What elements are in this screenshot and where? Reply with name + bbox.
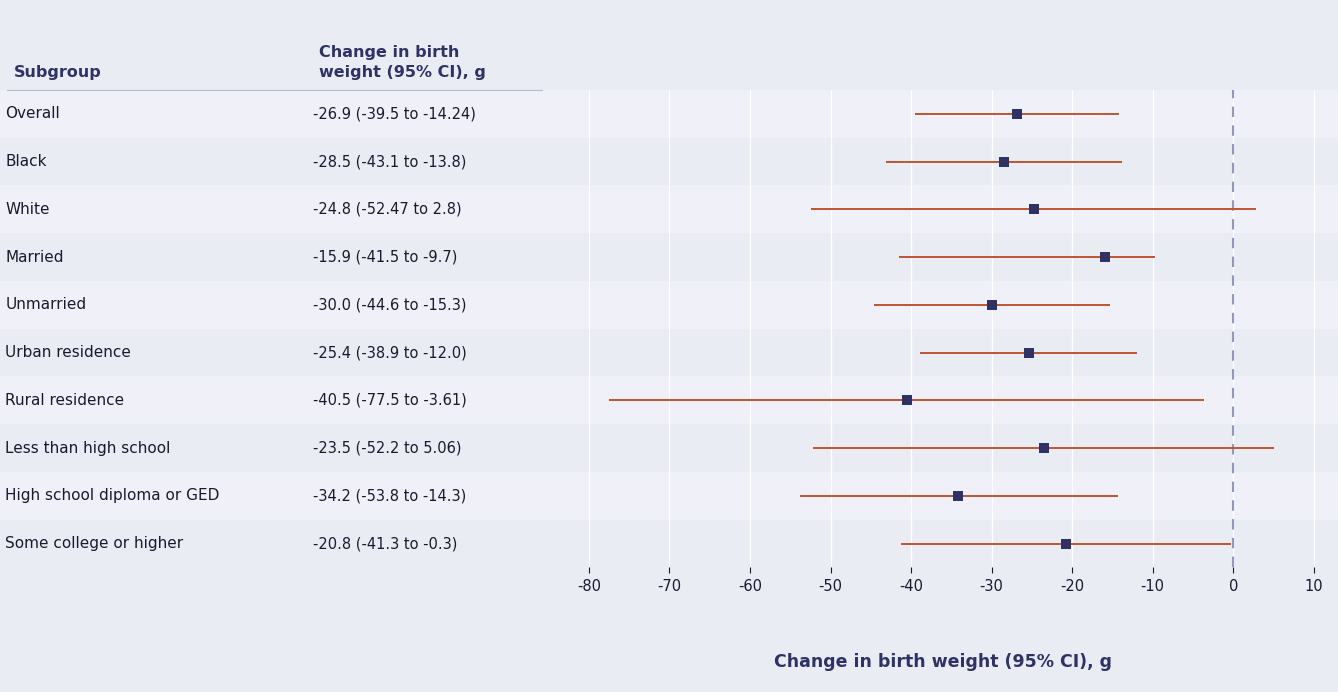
Bar [0, 233, 549, 281]
Text: Urban residence: Urban residence [5, 345, 131, 360]
Text: Less than high school: Less than high school [5, 441, 171, 455]
Text: Unmarried: Unmarried [5, 298, 87, 312]
Bar [549, 472, 1338, 520]
Text: -34.2 (-53.8 to -14.3): -34.2 (-53.8 to -14.3) [313, 489, 466, 503]
Bar [549, 185, 1338, 233]
Bar [549, 329, 1338, 376]
Text: Change in birth weight (95% CI), g: Change in birth weight (95% CI), g [775, 653, 1112, 671]
Text: Black: Black [5, 154, 47, 169]
Text: -23.5 (-52.2 to 5.06): -23.5 (-52.2 to 5.06) [313, 441, 462, 455]
Text: Subgroup: Subgroup [13, 64, 102, 80]
Text: White: White [5, 202, 50, 217]
Bar [549, 90, 1338, 138]
Bar [0, 90, 549, 138]
Bar [0, 472, 549, 520]
Text: Change in birth
weight (95% CI), g: Change in birth weight (95% CI), g [320, 45, 486, 80]
Text: -30.0 (-44.6 to -15.3): -30.0 (-44.6 to -15.3) [313, 298, 466, 312]
Bar [549, 138, 1338, 185]
Text: Overall: Overall [5, 107, 60, 121]
Bar [0, 329, 549, 376]
Text: Some college or higher: Some college or higher [5, 536, 183, 551]
Text: -40.5 (-77.5 to -3.61): -40.5 (-77.5 to -3.61) [313, 393, 467, 408]
Text: -24.8 (-52.47 to 2.8): -24.8 (-52.47 to 2.8) [313, 202, 462, 217]
Text: -15.9 (-41.5 to -9.7): -15.9 (-41.5 to -9.7) [313, 250, 458, 264]
Bar [549, 233, 1338, 281]
Bar [0, 281, 549, 329]
Bar [0, 520, 549, 567]
Bar [549, 281, 1338, 329]
Bar [549, 520, 1338, 567]
Bar [0, 424, 549, 472]
Bar [549, 376, 1338, 424]
Text: Married: Married [5, 250, 64, 264]
Bar [0, 185, 549, 233]
Text: Rural residence: Rural residence [5, 393, 124, 408]
Bar [549, 424, 1338, 472]
Bar [0, 376, 549, 424]
Text: -25.4 (-38.9 to -12.0): -25.4 (-38.9 to -12.0) [313, 345, 467, 360]
Bar [0, 138, 549, 185]
Text: -28.5 (-43.1 to -13.8): -28.5 (-43.1 to -13.8) [313, 154, 466, 169]
Text: -20.8 (-41.3 to -0.3): -20.8 (-41.3 to -0.3) [313, 536, 458, 551]
Text: High school diploma or GED: High school diploma or GED [5, 489, 219, 503]
Text: -26.9 (-39.5 to -14.24): -26.9 (-39.5 to -14.24) [313, 107, 475, 121]
